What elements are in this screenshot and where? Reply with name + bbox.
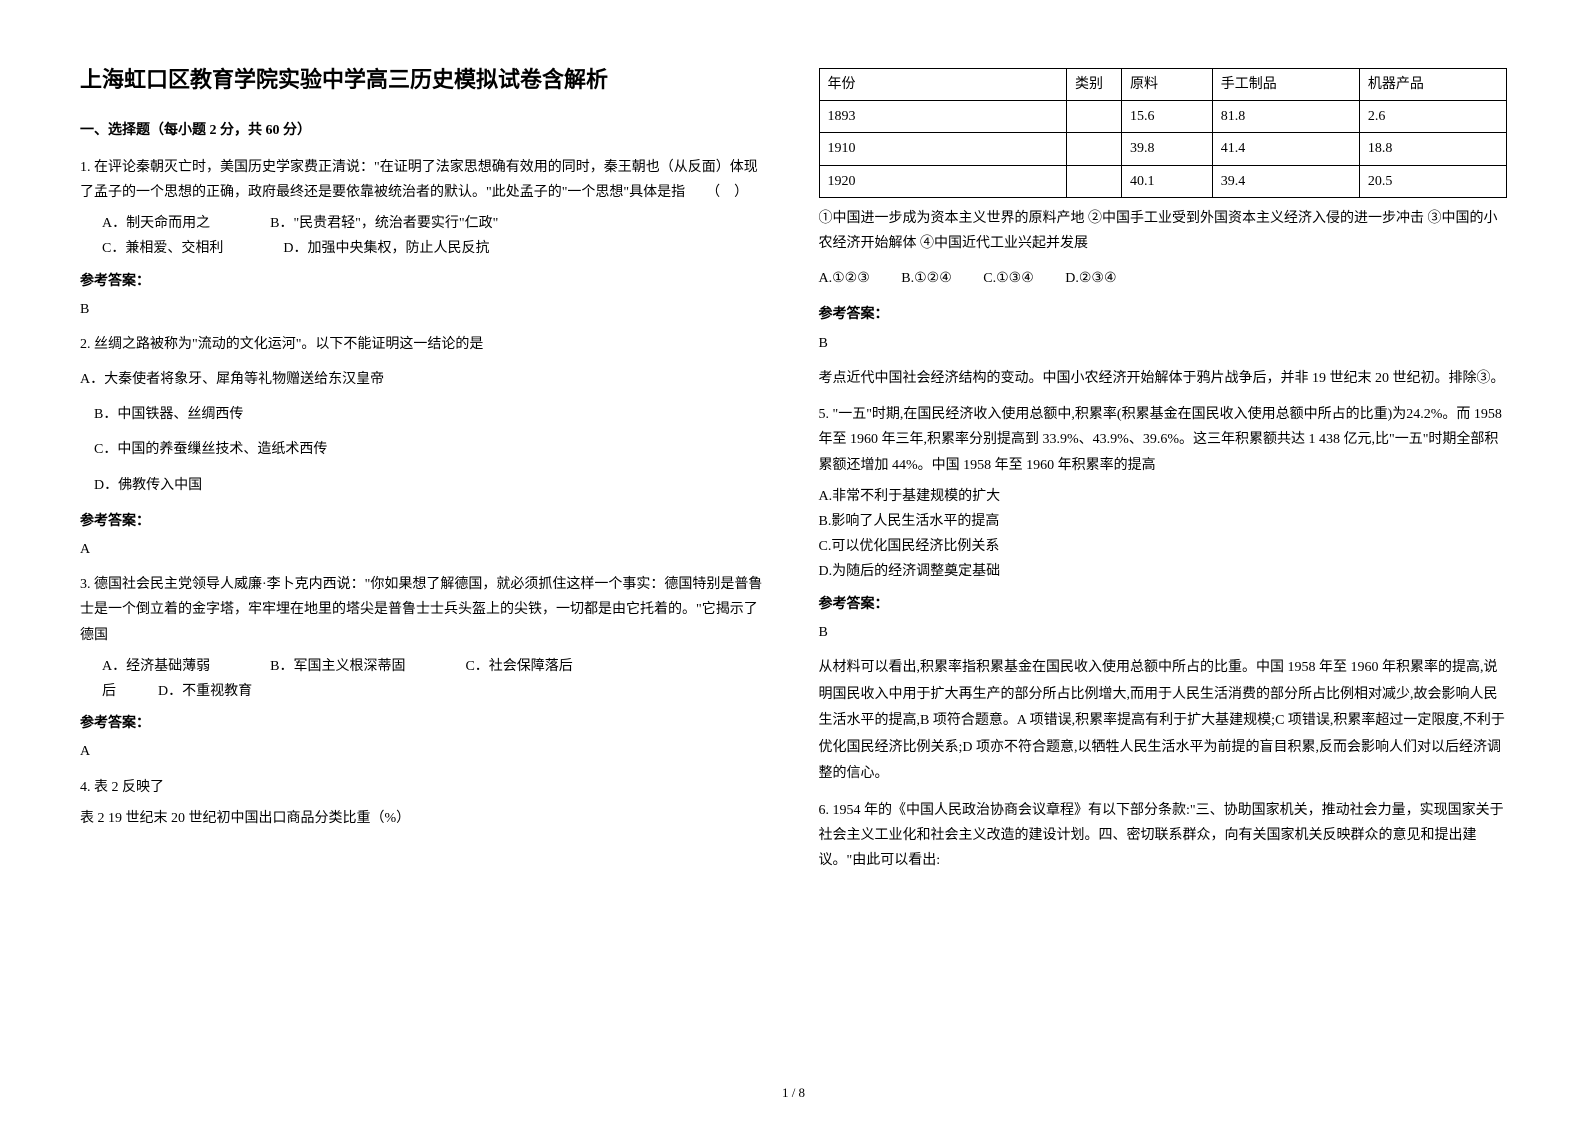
q3-opt-b: B．军国主义根深蒂固 — [270, 654, 405, 679]
q2-answer-label: 参考答案： — [80, 508, 769, 533]
q5-answer: B — [819, 620, 1508, 645]
q4-options: A.①②③ B.①②④ C.①③④ D.②③④ — [819, 266, 1508, 291]
q2-answer: A — [80, 537, 769, 562]
q5-opt-a: A.非常不利于基建规模的扩大 — [819, 484, 1508, 509]
q4-opt-b: B.①②④ — [901, 271, 952, 286]
q4-answer-label: 参考答案： — [819, 301, 1508, 326]
q4-statements: ①中国进一步成为资本主义世界的原料产地 ②中国手工业受到外国资本主义经济入侵的进… — [819, 206, 1508, 256]
q2-opt-d: D．佛教传入中国 — [94, 473, 769, 498]
q2-text: 2. 丝绸之路被称为"流动的文化运河"。以下不能证明这一结论的是 — [80, 332, 769, 357]
q5-answer-label: 参考答案： — [819, 591, 1508, 616]
page-number: 1 / 8 — [782, 1081, 805, 1104]
question-1: 1. 在评论秦朝灭亡时，美国历史学家费正清说："在证明了法家思想确有效用的同时，… — [80, 155, 769, 322]
q4-answer: B — [819, 331, 1508, 356]
q5-text: 5. "一五"时期,在国民经济收入使用总额中,积累率(积累基金在国民收入使用总额… — [819, 402, 1508, 478]
th-hand: 手工制品 — [1212, 69, 1359, 101]
q5-opt-d: D.为随后的经济调整奠定基础 — [819, 559, 1508, 584]
cell: 18.8 — [1359, 133, 1506, 165]
cell: 1920 — [819, 165, 1067, 197]
q3-options: A．经济基础薄弱 B．军国主义根深蒂固 C．社会保障落后 后 D．不重视教育 — [102, 654, 769, 704]
cell: 39.8 — [1122, 133, 1213, 165]
cell: 1910 — [819, 133, 1067, 165]
q5-opt-b: B.影响了人民生活水平的提高 — [819, 509, 1508, 534]
cell: 81.8 — [1212, 101, 1359, 133]
q1-text: 1. 在评论秦朝灭亡时，美国历史学家费正清说："在证明了法家思想确有效用的同时，… — [80, 155, 769, 205]
page-title: 上海虹口区教育学院实验中学高三历史模拟试卷含解析 — [80, 60, 769, 100]
table-row: 1893 15.6 81.8 2.6 — [819, 101, 1507, 133]
q2-opt-b: B．中国铁器、丝绸西传 — [94, 402, 769, 427]
q5-explanation: 从材料可以看出,积累率指积累基金在国民收入使用总额中所占的比重。中国 1958 … — [819, 655, 1508, 788]
left-column: 上海虹口区教育学院实验中学高三历史模拟试卷含解析 一、选择题（每小题 2 分，共… — [80, 60, 794, 1092]
q3-opt-d: D．不重视教育 — [158, 684, 252, 699]
question-2: 2. 丝绸之路被称为"流动的文化运河"。以下不能证明这一结论的是 A．大秦使者将… — [80, 332, 769, 562]
cell — [1067, 165, 1122, 197]
th-machine: 机器产品 — [1359, 69, 1506, 101]
cell — [1067, 133, 1122, 165]
q2-opt-a: A．大秦使者将象牙、犀角等礼物赠送给东汉皇帝 — [80, 367, 769, 392]
q4-opt-a: A.①②③ — [819, 271, 870, 286]
table-row: 1910 39.8 41.4 18.8 — [819, 133, 1507, 165]
cell: 2.6 — [1359, 101, 1506, 133]
q5-opt-c: C.可以优化国民经济比例关系 — [819, 534, 1508, 559]
cell: 20.5 — [1359, 165, 1506, 197]
q3-answer: A — [80, 739, 769, 764]
cell: 1893 — [819, 101, 1067, 133]
cell — [1067, 101, 1122, 133]
cell: 39.4 — [1212, 165, 1359, 197]
q4-text: 4. 表 2 反映了 — [80, 775, 769, 800]
q1-answer: B — [80, 297, 769, 322]
q3-answer-label: 参考答案： — [80, 710, 769, 735]
cell: 41.4 — [1212, 133, 1359, 165]
cell: 15.6 — [1122, 101, 1213, 133]
q1-opt-a: A．制天命而用之 — [102, 211, 210, 236]
q4-opt-c: C.①③④ — [983, 271, 1034, 286]
q1-opt-c: C．兼相爱、交相利 — [102, 236, 223, 261]
q1-options: A．制天命而用之 B．"民贵君轻"，统治者要实行"仁政" C．兼相爱、交相利 D… — [102, 211, 769, 261]
question-3: 3. 德国社会民主党领导人威廉·李卜克内西说："你如果想了解德国，就必须抓住这样… — [80, 572, 769, 764]
q6-text: 6. 1954 年的《中国人民政治协商会议章程》有以下部分条款:"三、协助国家机… — [819, 798, 1508, 874]
q1-opt-d: D．加强中央集权，防止人民反抗 — [283, 236, 489, 261]
th-raw: 原料 — [1122, 69, 1213, 101]
question-4: 4. 表 2 反映了 表 2 19 世纪末 20 世纪初中国出口商品分类比重（%… — [80, 775, 769, 831]
q3-opt-c: C．社会保障落后 — [465, 654, 572, 679]
question-5: 5. "一五"时期,在国民经济收入使用总额中,积累率(积累基金在国民收入使用总额… — [819, 402, 1508, 788]
q4-explanation: 考点近代中国社会经济结构的变动。中国小农经济开始解体于鸦片战争后，并非 19 世… — [819, 366, 1508, 393]
q1-answer-label: 参考答案： — [80, 268, 769, 293]
q2-options: A．大秦使者将象牙、犀角等礼物赠送给东汉皇帝 B．中国铁器、丝绸西传 C．中国的… — [80, 367, 769, 498]
section-title: 一、选择题（每小题 2 分，共 60 分） — [80, 118, 769, 143]
q2-opt-c: C．中国的养蚕缫丝技术、造纸术西传 — [94, 437, 769, 462]
table-row: 1920 40.1 39.4 20.5 — [819, 165, 1507, 197]
cell: 40.1 — [1122, 165, 1213, 197]
data-table: 年份 类别 原料 手工制品 机器产品 1893 15.6 81.8 2.6 19… — [819, 68, 1508, 198]
q1-opt-b: B．"民贵君轻"，统治者要实行"仁政" — [270, 211, 498, 236]
question-6: 6. 1954 年的《中国人民政治协商会议章程》有以下部分条款:"三、协助国家机… — [819, 798, 1508, 874]
q3-text: 3. 德国社会民主党领导人威廉·李卜克内西说："你如果想了解德国，就必须抓住这样… — [80, 572, 769, 648]
right-column: 年份 类别 原料 手工制品 机器产品 1893 15.6 81.8 2.6 19… — [794, 60, 1508, 1092]
th-cat: 类别 — [1067, 69, 1122, 101]
q4-opt-d: D.②③④ — [1065, 271, 1116, 286]
q4-caption: 表 2 19 世纪末 20 世纪初中国出口商品分类比重（%） — [80, 806, 769, 831]
th-year: 年份 — [819, 69, 1067, 101]
table-header-row: 年份 类别 原料 手工制品 机器产品 — [819, 69, 1507, 101]
q3-opt-a: A．经济基础薄弱 — [102, 654, 210, 679]
